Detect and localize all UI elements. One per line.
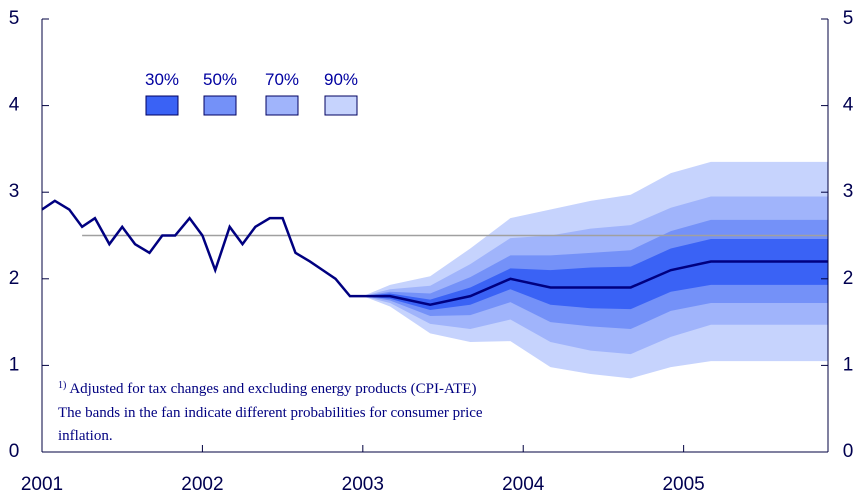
y-tick-label: 2 bbox=[843, 268, 854, 289]
legend-swatch bbox=[265, 95, 299, 116]
legend-label: 50% bbox=[203, 70, 237, 89]
y-tick-label: 4 bbox=[9, 95, 20, 116]
note-line: inflation. bbox=[58, 428, 113, 444]
y-tick-label: 1 bbox=[9, 354, 20, 375]
x-tick-label: 2004 bbox=[502, 474, 545, 495]
y-tick-label: 3 bbox=[843, 181, 854, 202]
footnote-mark: 1) bbox=[58, 380, 66, 391]
y-tick-label: 0 bbox=[9, 441, 20, 462]
x-tick-label: 2002 bbox=[181, 474, 223, 495]
legend-label: 70% bbox=[265, 70, 299, 89]
y-tick-label: 3 bbox=[9, 181, 20, 202]
note-line: Adjusted for tax changes and excluding e… bbox=[69, 381, 476, 397]
footnote: 1) Adjusted for tax changes and excluding… bbox=[58, 380, 476, 397]
y-tick-label: 4 bbox=[843, 95, 854, 116]
x-tick-label: 2005 bbox=[662, 474, 704, 495]
y-tick-label: 1 bbox=[843, 354, 854, 375]
legend-swatch bbox=[203, 95, 237, 116]
y-tick-label: 5 bbox=[843, 8, 854, 29]
y-tick-label: 0 bbox=[843, 441, 854, 462]
y-tick-label: 2 bbox=[9, 268, 20, 289]
inflation-line bbox=[41, 199, 828, 307]
legend-label: 30% bbox=[145, 70, 179, 89]
note-line: The bands in the fan indicate different … bbox=[58, 405, 483, 421]
legend-swatch bbox=[145, 95, 179, 116]
x-tick-label: 2003 bbox=[342, 474, 384, 495]
legend-label: 90% bbox=[324, 70, 358, 89]
x-tick-label: 2001 bbox=[21, 474, 63, 495]
y-tick-label: 5 bbox=[9, 8, 20, 29]
legend-swatch bbox=[324, 95, 358, 116]
